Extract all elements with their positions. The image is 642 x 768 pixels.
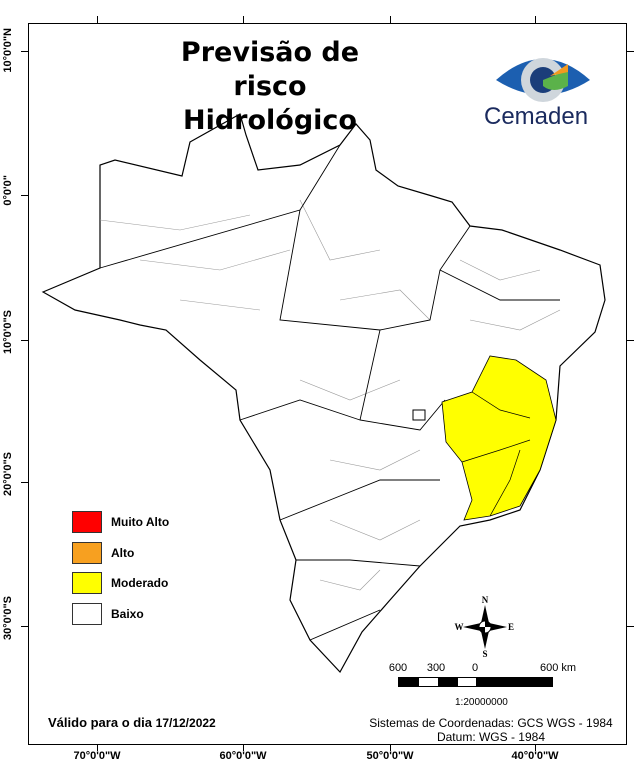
state-boundaries (99, 144, 560, 641)
lon-label: 60°0'0"W (219, 750, 267, 762)
tick (535, 16, 536, 23)
tick (97, 16, 98, 23)
legend-label: Alto (111, 545, 135, 560)
legend-item-moderado: Moderado (72, 568, 169, 599)
brazil-outline (41, 113, 606, 674)
validity-prefix: Válido para o dia (48, 715, 153, 730)
lon-label: 50°0'0"W (366, 750, 414, 762)
datum-text: Datum: WGS - 1984 (436, 730, 546, 744)
scale-label: 0 (471, 662, 479, 674)
legend-swatch (72, 602, 102, 625)
map-frame (28, 23, 627, 745)
scale-label: 600 (388, 662, 408, 674)
scale-ratio: 1:20000000 (455, 697, 508, 708)
federal-district (412, 409, 426, 421)
validity-text: Válido para o dia 17/12/2022 (48, 715, 216, 730)
tick (243, 16, 244, 23)
tick (21, 626, 28, 627)
scale-label: 300 (426, 662, 446, 674)
logo-text: Cemaden (484, 103, 589, 130)
tick (627, 51, 634, 52)
cemaden-logo (496, 58, 590, 102)
tick (97, 745, 98, 751)
title-line-1: Previsão de risco (180, 37, 360, 102)
tick (21, 482, 28, 483)
compass-w: W (455, 622, 464, 632)
tick (243, 745, 244, 751)
tick (390, 745, 391, 751)
tick (21, 195, 28, 196)
compass-e: E (508, 622, 514, 632)
legend-label: Muito Alto (111, 515, 170, 530)
lon-label: 40°0'0"W (511, 750, 559, 762)
legend-swatch (72, 541, 102, 564)
lon-label: 70°0'0"W (73, 750, 121, 762)
legend-item-baixo: Baixo (72, 599, 169, 630)
scale-label: 600 km (539, 662, 577, 674)
legend-swatch (72, 511, 102, 534)
legend-item-alto: Alto (72, 538, 169, 569)
legend-item-muito-alto: Muito Alto (72, 507, 169, 538)
legend-swatch (72, 572, 102, 595)
legend: Muito Alto Alto Moderado Baixo (72, 507, 169, 629)
title-line-2: Hidrológico (183, 105, 357, 136)
validity-date: 17/12/2022 (155, 716, 216, 730)
coordinate-system-text: Sistemas de Coordenadas: GCS WGS - 1984 (369, 716, 613, 730)
tick (21, 340, 28, 341)
moderate-region-boundaries (461, 391, 531, 517)
municipal-boundaries (99, 199, 561, 591)
legend-label: Baixo (111, 606, 144, 621)
legend-label: Moderado (111, 576, 169, 591)
compass-n: N (482, 595, 489, 605)
compass-rose-icon (463, 605, 507, 649)
compass-s: S (482, 649, 487, 659)
coordinate-system: Sistemas de Coordenadas: GCS WGS - 1984 … (355, 716, 627, 744)
tick (390, 16, 391, 23)
map-title: Previsão de risco Hidrológico (150, 36, 390, 138)
tick (627, 340, 634, 341)
tick (535, 745, 536, 751)
scale-bar (398, 677, 553, 687)
tick (627, 626, 634, 627)
tick (21, 51, 28, 52)
moderate-risk-region (441, 355, 557, 521)
